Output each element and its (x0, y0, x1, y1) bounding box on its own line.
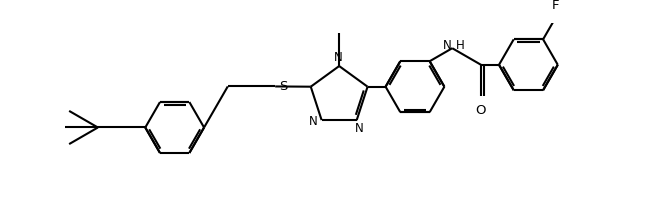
Text: S: S (279, 80, 287, 93)
Text: N: N (354, 122, 364, 135)
Text: O: O (475, 104, 485, 117)
Text: N: N (443, 39, 451, 52)
Text: H: H (456, 39, 465, 52)
Text: N: N (334, 52, 343, 64)
Text: F: F (552, 0, 560, 12)
Text: N: N (309, 115, 318, 128)
